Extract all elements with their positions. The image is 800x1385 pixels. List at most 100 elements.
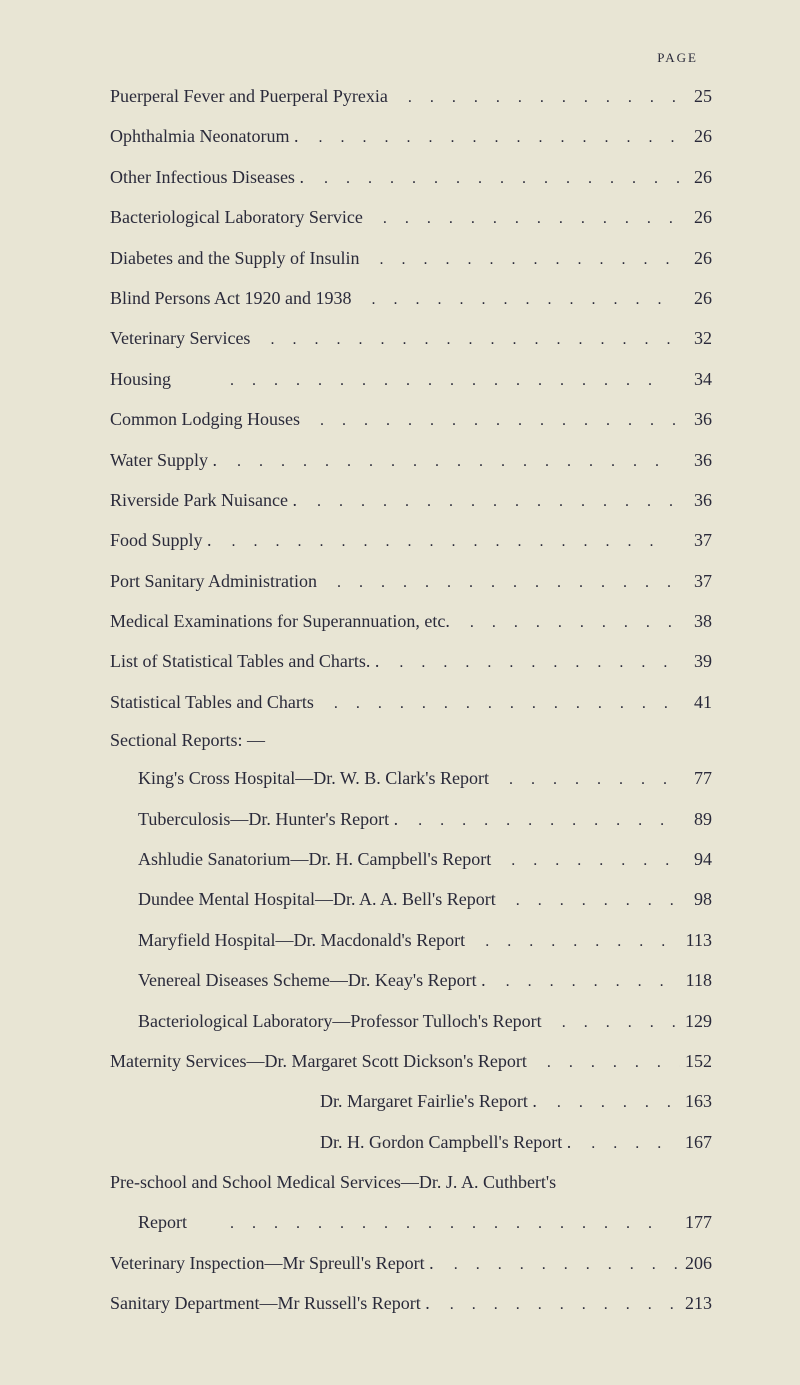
toc-page-number: 177 <box>680 1210 720 1235</box>
toc-label: Dr. Margaret Fairlie's Report . <box>320 1089 537 1114</box>
toc-dots: .................... <box>212 531 680 553</box>
toc-page-number: 34 <box>680 367 720 392</box>
toc-page-number: 25 <box>680 84 720 109</box>
toc-page-number: 152 <box>680 1049 720 1074</box>
toc-dots: .................... <box>297 491 680 513</box>
toc-dots: .................... <box>298 127 680 149</box>
toc-label: Veterinary Inspection—Mr Spreull's Repor… <box>110 1251 434 1276</box>
toc-dots: .................... <box>171 370 680 392</box>
toc-entry: Dundee Mental Hospital—Dr. A. A. Bell's … <box>110 887 720 912</box>
toc-label: Bacteriological Laboratory Service <box>110 205 363 230</box>
page-header: PAGE <box>110 50 720 66</box>
toc-dots: .................... <box>465 931 680 953</box>
toc-page-number: 26 <box>680 124 720 149</box>
toc-entry: Maternity Services—Dr. Margaret Scott Di… <box>110 1049 720 1074</box>
toc-entry: Diabetes and the Supply of Insulin......… <box>110 246 720 271</box>
toc-label: Tuberculosis—Dr. Hunter's Report . <box>138 807 398 832</box>
toc-entry: Bacteriological Laboratory Service......… <box>110 205 720 230</box>
toc-page-number: 167 <box>680 1130 720 1155</box>
toc-label: Maternity Services—Dr. Margaret Scott Di… <box>110 1049 527 1074</box>
toc-dots: .................... <box>314 693 680 715</box>
toc-dots: .................... <box>486 971 680 993</box>
toc-page-number: 94 <box>680 847 720 872</box>
toc-dots: .................... <box>352 289 681 311</box>
toc-page-number: 213 <box>680 1291 720 1316</box>
toc-page-number: 129 <box>680 1009 720 1034</box>
toc-page-number: 37 <box>680 569 720 594</box>
toc-label: Dundee Mental Hospital—Dr. A. A. Bell's … <box>138 887 496 912</box>
toc-dots: .................... <box>496 890 680 912</box>
toc-entry: Report....................177 <box>110 1210 720 1235</box>
table-of-contents: Puerperal Fever and Puerperal Pyrexia...… <box>110 84 720 1317</box>
toc-label: Sanitary Department—Mr Russell's Report … <box>110 1291 430 1316</box>
toc-dots: .................... <box>379 652 680 674</box>
toc-label: Pre-school and School Medical Services—D… <box>110 1170 556 1195</box>
toc-dots: .................... <box>542 1012 680 1034</box>
toc-label: Water Supply . <box>110 448 217 473</box>
toc-entry: Venereal Diseases Scheme—Dr. Keay's Repo… <box>110 968 720 993</box>
toc-dots: .................... <box>250 329 680 351</box>
toc-label: Bacteriological Laboratory—Professor Tul… <box>138 1009 542 1034</box>
toc-entry: Veterinary Inspection—Mr Spreull's Repor… <box>110 1251 720 1276</box>
toc-page-number: 37 <box>680 528 720 553</box>
toc-dots: .................... <box>527 1052 680 1074</box>
toc-entry: Maryfield Hospital—Dr. Macdonald's Repor… <box>110 928 720 953</box>
toc-dots: .................... <box>430 1294 680 1316</box>
toc-entry: King's Cross Hospital—Dr. W. B. Clark's … <box>110 766 720 791</box>
toc-entry: Housing....................34 <box>110 367 720 392</box>
toc-dots: .................... <box>317 572 680 594</box>
toc-dots: .................... <box>537 1092 680 1114</box>
toc-label: King's Cross Hospital—Dr. W. B. Clark's … <box>138 766 489 791</box>
toc-entry: Veterinary Services....................3… <box>110 326 720 351</box>
toc-dots: .................... <box>398 810 680 832</box>
toc-label: Blind Persons Act 1920 and 1938 <box>110 286 352 311</box>
toc-page-number: 26 <box>680 246 720 271</box>
toc-entry: Medical Examinations for Superannuation,… <box>110 609 720 634</box>
toc-label: Puerperal Fever and Puerperal Pyrexia <box>110 84 388 109</box>
toc-page-number: 41 <box>680 690 720 715</box>
toc-dots: .................... <box>489 769 680 791</box>
toc-page-number: 118 <box>680 968 720 993</box>
toc-dots: .................... <box>450 612 680 634</box>
toc-label: Diabetes and the Supply of Insulin <box>110 246 359 271</box>
toc-dots: .................... <box>491 850 680 872</box>
toc-label: Port Sanitary Administration <box>110 569 317 594</box>
toc-entry: Water Supply .....................36 <box>110 448 720 473</box>
toc-page-number: 163 <box>680 1089 720 1114</box>
toc-entry: Pre-school and School Medical Services—D… <box>110 1170 720 1195</box>
toc-label: Dr. H. Gordon Campbell's Report . <box>320 1130 571 1155</box>
toc-label: Veterinary Services <box>110 326 250 351</box>
toc-page-number: 26 <box>680 286 720 311</box>
toc-entry: Dr. H. Gordon Campbell's Report ........… <box>110 1130 720 1155</box>
toc-page-number: 36 <box>680 407 720 432</box>
toc-page-number: 38 <box>680 609 720 634</box>
toc-page-number: 77 <box>680 766 720 791</box>
toc-entry: Tuberculosis—Dr. Hunter's Report .......… <box>110 807 720 832</box>
toc-label: Ophthalmia Neonatorum . <box>110 124 298 149</box>
toc-label: Food Supply . <box>110 528 212 553</box>
toc-entry: Food Supply .....................37 <box>110 528 720 553</box>
toc-page-number: 36 <box>680 448 720 473</box>
toc-dots: .................... <box>300 410 680 432</box>
toc-page-number: 39 <box>680 649 720 674</box>
toc-entry: List of Statistical Tables and Charts. .… <box>110 649 720 674</box>
toc-page-number: 98 <box>680 887 720 912</box>
toc-entry: Puerperal Fever and Puerperal Pyrexia...… <box>110 84 720 109</box>
toc-label: Maryfield Hospital—Dr. Macdonald's Repor… <box>138 928 465 953</box>
toc-label: Housing <box>110 367 171 392</box>
toc-dots: .................... <box>388 87 680 109</box>
toc-label: Venereal Diseases Scheme—Dr. Keay's Repo… <box>138 968 486 993</box>
toc-dots: .................... <box>304 168 680 190</box>
toc-label: Other Infectious Diseases . <box>110 165 304 190</box>
toc-label: Medical Examinations for Superannuation,… <box>110 609 450 634</box>
toc-dots: .................... <box>434 1254 680 1276</box>
toc-entry: Sanitary Department—Mr Russell's Report … <box>110 1291 720 1316</box>
toc-dots: .................... <box>363 208 680 230</box>
toc-entry: Statistical Tables and Charts...........… <box>110 690 720 715</box>
toc-entry: Other Infectious Diseases ..............… <box>110 165 720 190</box>
toc-entry: Port Sanitary Administration............… <box>110 569 720 594</box>
sectional-reports-heading: Sectional Reports: — <box>110 730 720 751</box>
toc-page-number: 26 <box>680 205 720 230</box>
toc-page-number: 32 <box>680 326 720 351</box>
toc-label: Report <box>138 1210 187 1235</box>
